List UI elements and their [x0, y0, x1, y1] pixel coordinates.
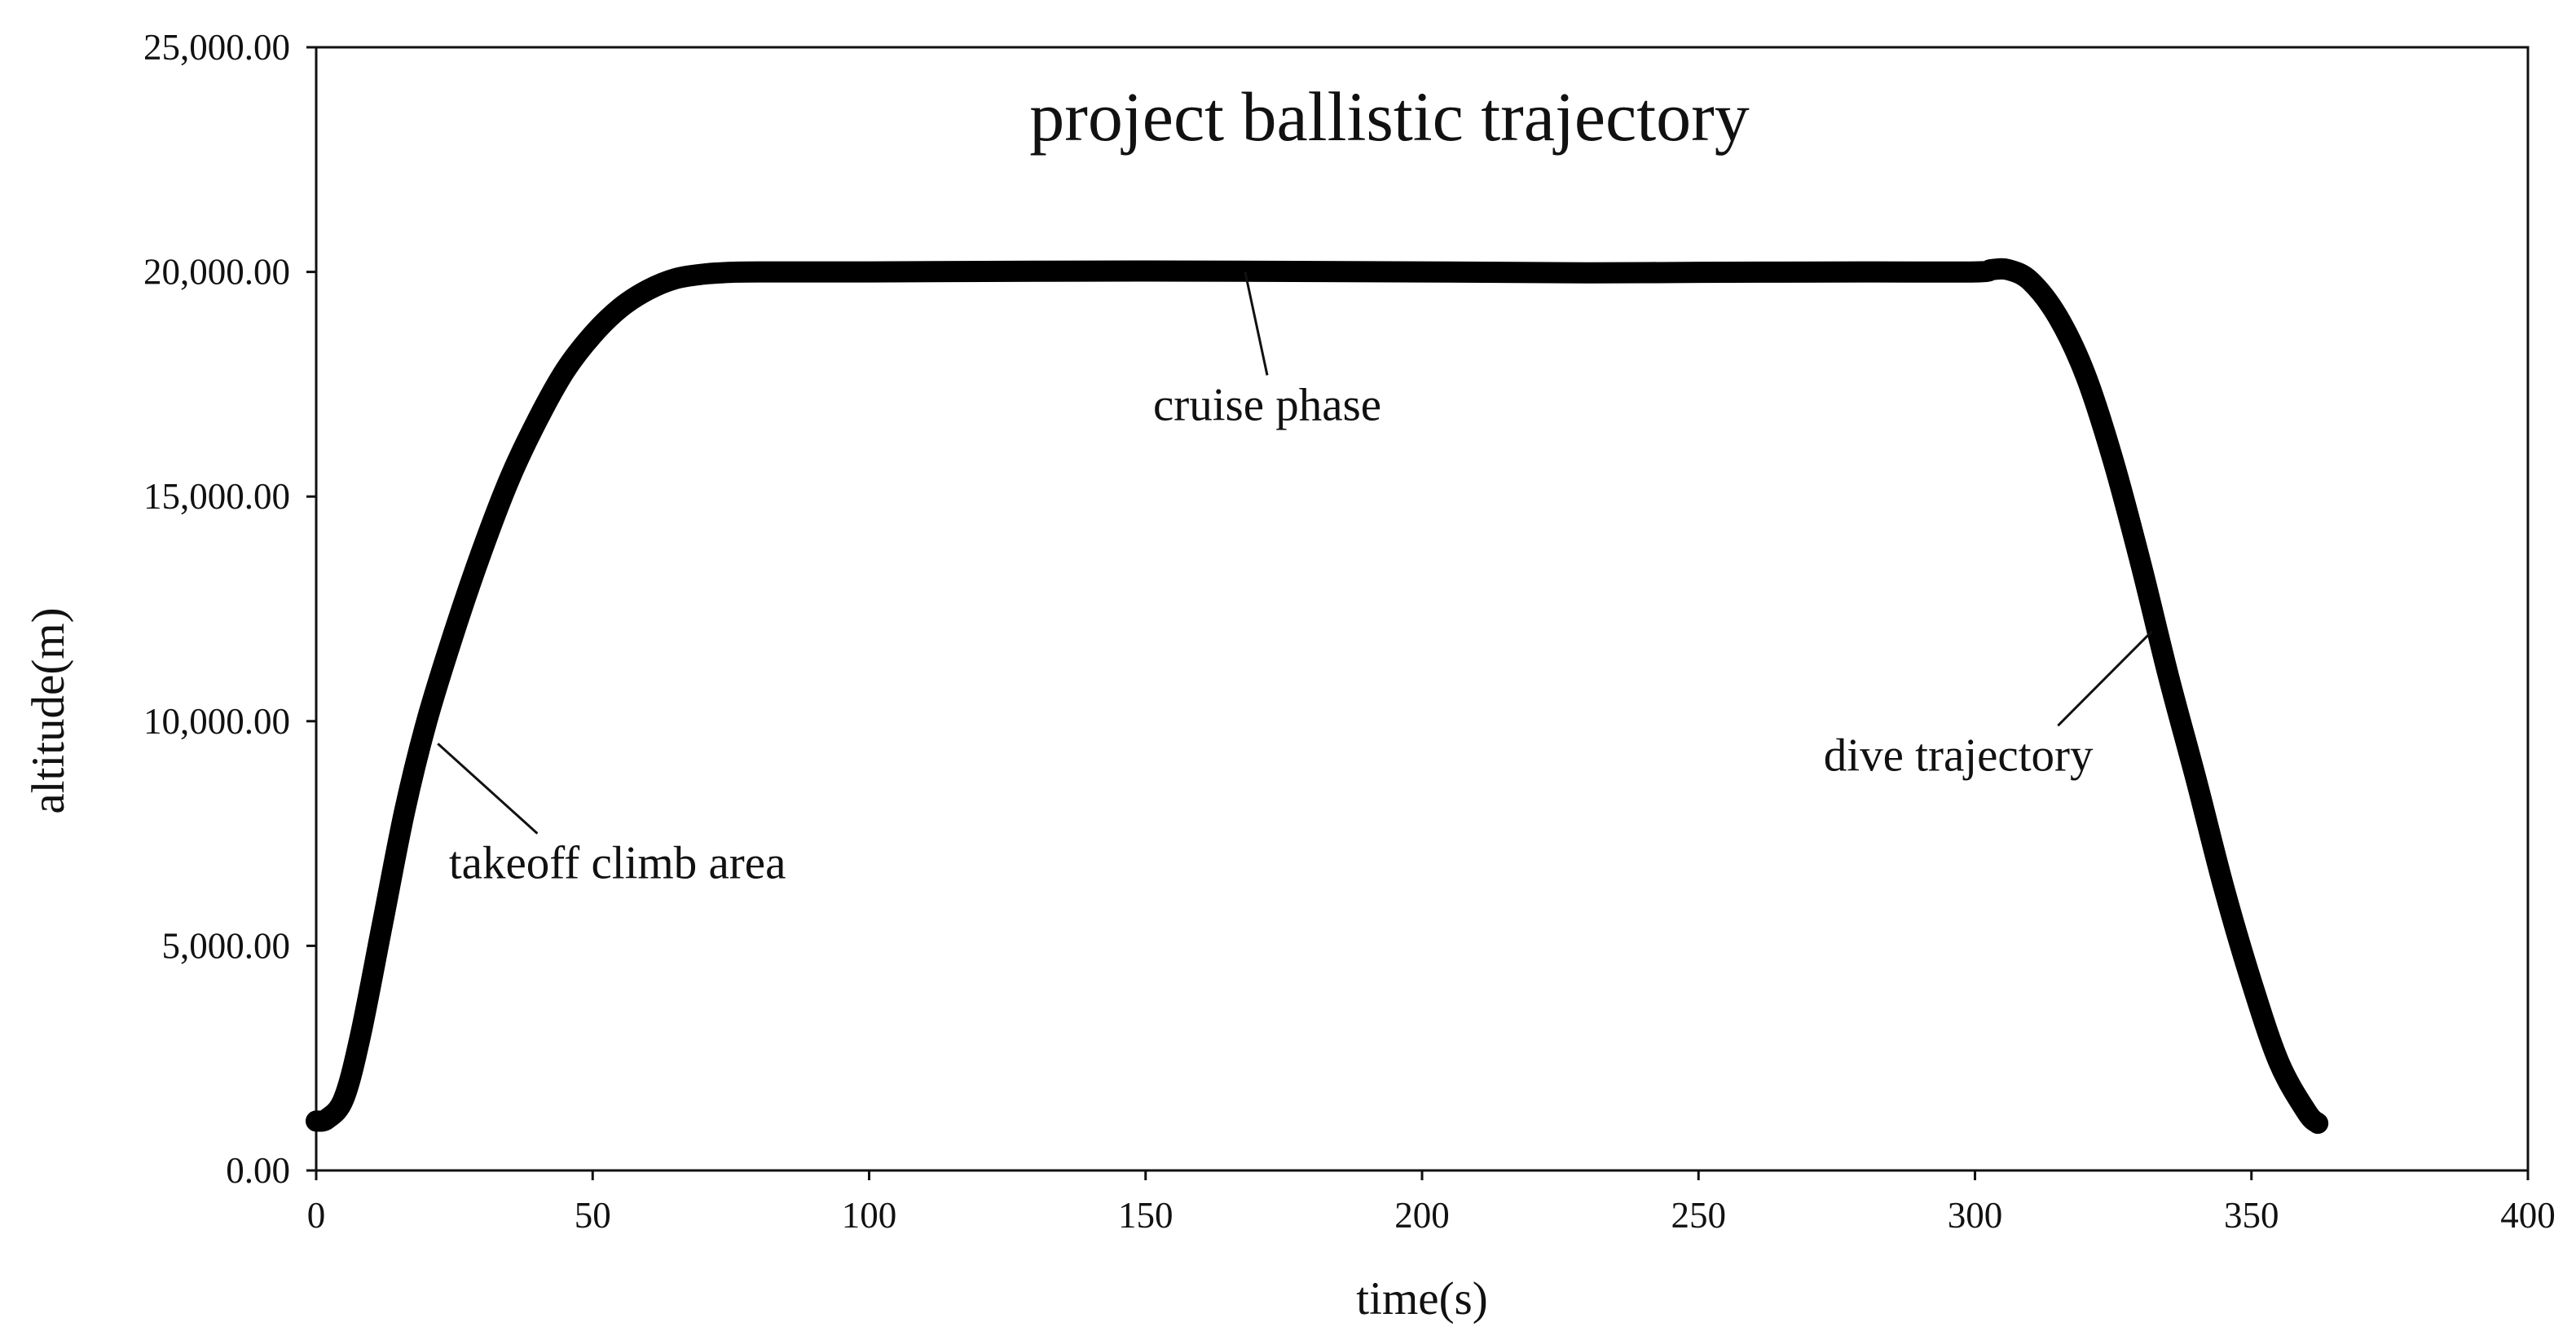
annotation-label: dive trajectory — [1824, 730, 2094, 781]
series-line-altitude — [306, 258, 2329, 1135]
x-tick-label: 100 — [842, 1195, 897, 1236]
x-tick-label: 400 — [2500, 1195, 2556, 1236]
y-axis-title: altitude(m) — [23, 607, 74, 813]
x-tick-label: 0 — [307, 1195, 326, 1236]
y-tick-label: 20,000.00 — [143, 252, 290, 293]
annotation-leader-line — [437, 743, 539, 835]
y-tick-label: 10,000.00 — [143, 701, 290, 742]
x-tick-label: 250 — [1671, 1195, 1727, 1236]
annotation-leader-line — [1244, 271, 1269, 376]
x-axis-title: time(s) — [1356, 1273, 1487, 1325]
annotation-dive: dive trajectory — [1824, 630, 2153, 781]
y-tick-label: 15,000.00 — [143, 476, 290, 517]
y-tick-label: 5,000.00 — [162, 925, 291, 966]
y-tick-labels: 0.00 5,000.00 10,000.00 15,000.00 20,000.00 2… — [143, 27, 290, 1191]
y-tick-label: 25,000.00 — [143, 27, 290, 68]
x-tick-label: 200 — [1394, 1195, 1450, 1236]
annotations: takeoff climb area cruise phase dive traje… — [437, 271, 2153, 889]
annotation-takeoff: takeoff climb area — [437, 743, 786, 889]
annotation-leader-line — [2057, 630, 2153, 727]
annotation-label: takeoff climb area — [449, 838, 786, 889]
x-tick-label: 350 — [2224, 1195, 2279, 1236]
chart-title: project ballistic trajectory — [1029, 77, 1750, 156]
annotation-label: cruise phase — [1153, 379, 1381, 430]
x-tick-label: 150 — [1118, 1195, 1174, 1236]
x-tick-labels: 0 50 100 150 200 250 300 350 400 — [307, 1195, 2556, 1236]
x-tick-label: 50 — [575, 1195, 611, 1236]
tick-marks — [306, 46, 2530, 1180]
x-tick-label: 300 — [1948, 1195, 2003, 1236]
y-tick-label: 0.00 — [226, 1150, 290, 1191]
annotation-cruise: cruise phase — [1153, 271, 1381, 430]
